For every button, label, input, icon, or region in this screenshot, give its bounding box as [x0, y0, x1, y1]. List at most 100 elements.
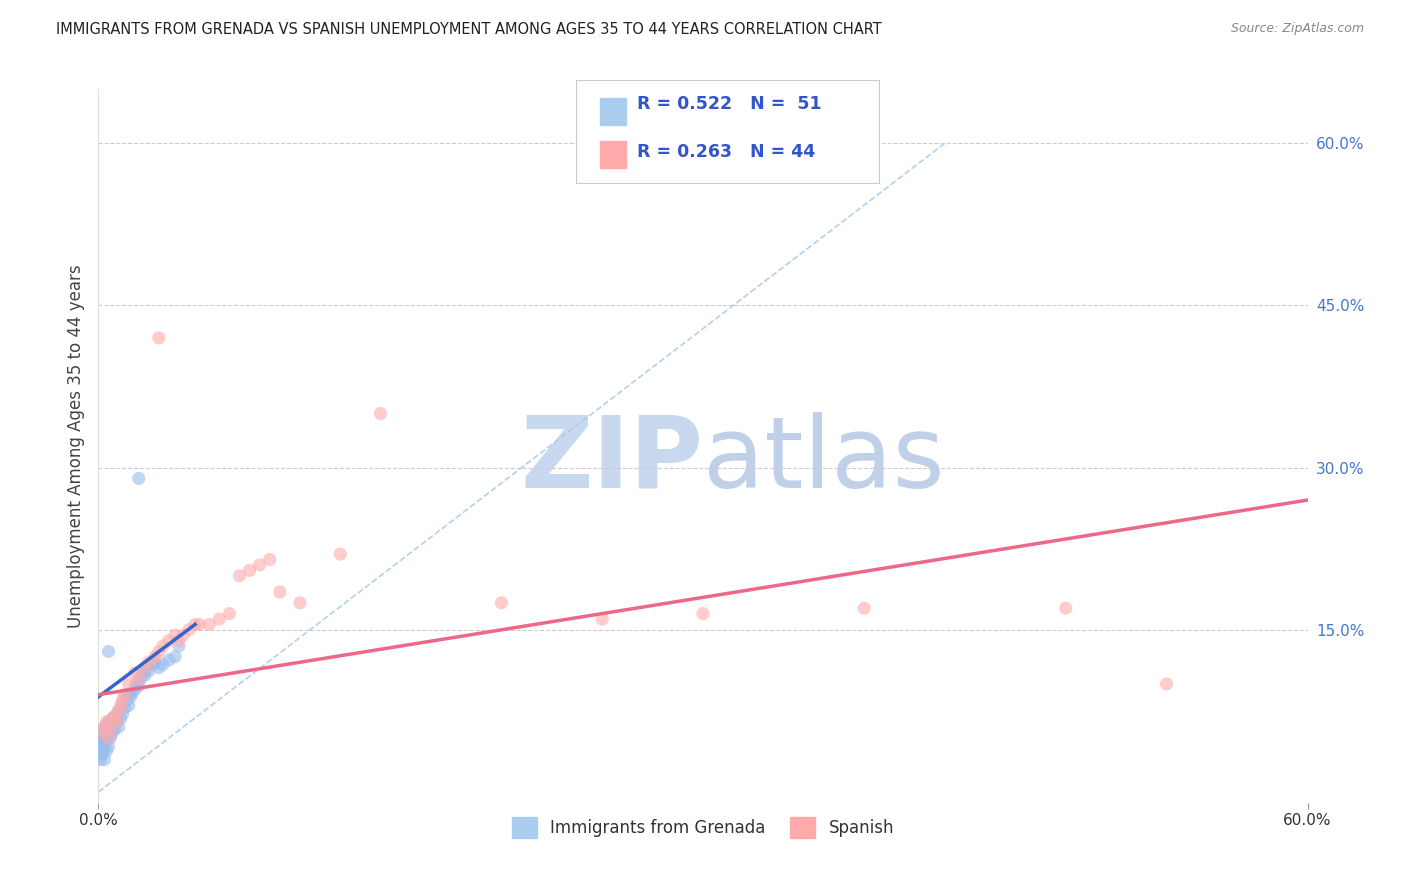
Point — [91, 747, 114, 761]
Point — [249, 558, 271, 572]
Point — [100, 731, 122, 745]
Point — [97, 644, 120, 658]
Point — [110, 698, 132, 713]
Point — [91, 725, 114, 739]
Point — [124, 682, 146, 697]
Point — [118, 677, 141, 691]
Point — [114, 700, 136, 714]
Point — [134, 668, 156, 682]
Point — [491, 596, 513, 610]
Point — [143, 649, 166, 664]
Point — [105, 714, 128, 729]
Point — [105, 714, 128, 729]
Point — [1054, 601, 1077, 615]
Text: IMMIGRANTS FROM GRENADA VS SPANISH UNEMPLOYMENT AMONG AGES 35 TO 44 YEARS CORREL: IMMIGRANTS FROM GRENADA VS SPANISH UNEMP… — [56, 22, 882, 37]
Point — [97, 729, 120, 743]
Point — [172, 628, 194, 642]
Point — [93, 720, 115, 734]
Point — [134, 660, 156, 674]
Point — [269, 585, 291, 599]
Point — [167, 633, 190, 648]
Point — [97, 714, 120, 729]
Point — [228, 568, 250, 582]
Point — [111, 693, 134, 707]
Point — [91, 736, 114, 750]
Point — [152, 639, 174, 653]
Point — [103, 709, 125, 723]
Point — [96, 744, 118, 758]
Text: Source: ZipAtlas.com: Source: ZipAtlas.com — [1230, 22, 1364, 36]
Point — [118, 698, 141, 713]
Point — [167, 639, 190, 653]
Point — [125, 677, 148, 691]
Point — [101, 725, 124, 739]
Point — [93, 739, 115, 754]
Point — [96, 718, 118, 732]
Point — [128, 679, 150, 693]
Point — [239, 563, 262, 577]
Point — [591, 612, 613, 626]
Point — [163, 628, 186, 642]
Point — [111, 707, 134, 722]
Point — [143, 655, 166, 669]
Text: ZIP: ZIP — [520, 412, 703, 508]
Point — [157, 653, 180, 667]
Point — [184, 617, 207, 632]
Point — [103, 709, 125, 723]
Point — [259, 552, 281, 566]
Point — [179, 623, 201, 637]
Point — [198, 617, 221, 632]
Point — [138, 655, 160, 669]
Point — [100, 720, 122, 734]
Point — [93, 720, 115, 734]
Y-axis label: Unemployment Among Ages 35 to 44 years: Unemployment Among Ages 35 to 44 years — [66, 264, 84, 628]
Point — [124, 666, 146, 681]
Point — [188, 617, 211, 632]
Point — [103, 723, 125, 737]
Point — [1156, 677, 1178, 691]
Point — [107, 720, 129, 734]
Point — [148, 331, 170, 345]
Point — [148, 660, 170, 674]
Point — [163, 649, 186, 664]
Point — [107, 704, 129, 718]
Point — [110, 711, 132, 725]
Point — [129, 672, 152, 686]
Point — [114, 688, 136, 702]
Point — [208, 612, 231, 626]
Point — [101, 711, 124, 725]
Point — [288, 596, 311, 610]
Point — [100, 723, 122, 737]
Point — [152, 657, 174, 672]
Point — [89, 753, 111, 767]
Point — [853, 601, 876, 615]
Point — [121, 685, 143, 699]
Point — [101, 711, 124, 725]
Point — [89, 731, 111, 745]
Text: R = 0.263   N = 44: R = 0.263 N = 44 — [637, 143, 815, 161]
Point — [93, 729, 115, 743]
Point — [96, 733, 118, 747]
Point — [118, 688, 141, 702]
Point — [132, 666, 155, 681]
Point — [142, 657, 165, 672]
Point — [115, 693, 138, 707]
Text: atlas: atlas — [703, 412, 945, 508]
Point — [107, 704, 129, 718]
Point — [111, 696, 134, 710]
Text: R = 0.522   N =  51: R = 0.522 N = 51 — [637, 95, 821, 113]
Legend: Immigrants from Grenada, Spanish: Immigrants from Grenada, Spanish — [505, 811, 901, 845]
Point — [89, 741, 111, 756]
Point — [135, 660, 157, 674]
Point — [692, 607, 714, 621]
Point — [148, 644, 170, 658]
Point — [97, 739, 120, 754]
Point — [96, 714, 118, 729]
Point — [97, 731, 120, 745]
Point — [138, 664, 160, 678]
Point — [218, 607, 240, 621]
Point — [120, 690, 142, 704]
Point — [91, 725, 114, 739]
Point — [128, 672, 150, 686]
Point — [128, 471, 150, 485]
